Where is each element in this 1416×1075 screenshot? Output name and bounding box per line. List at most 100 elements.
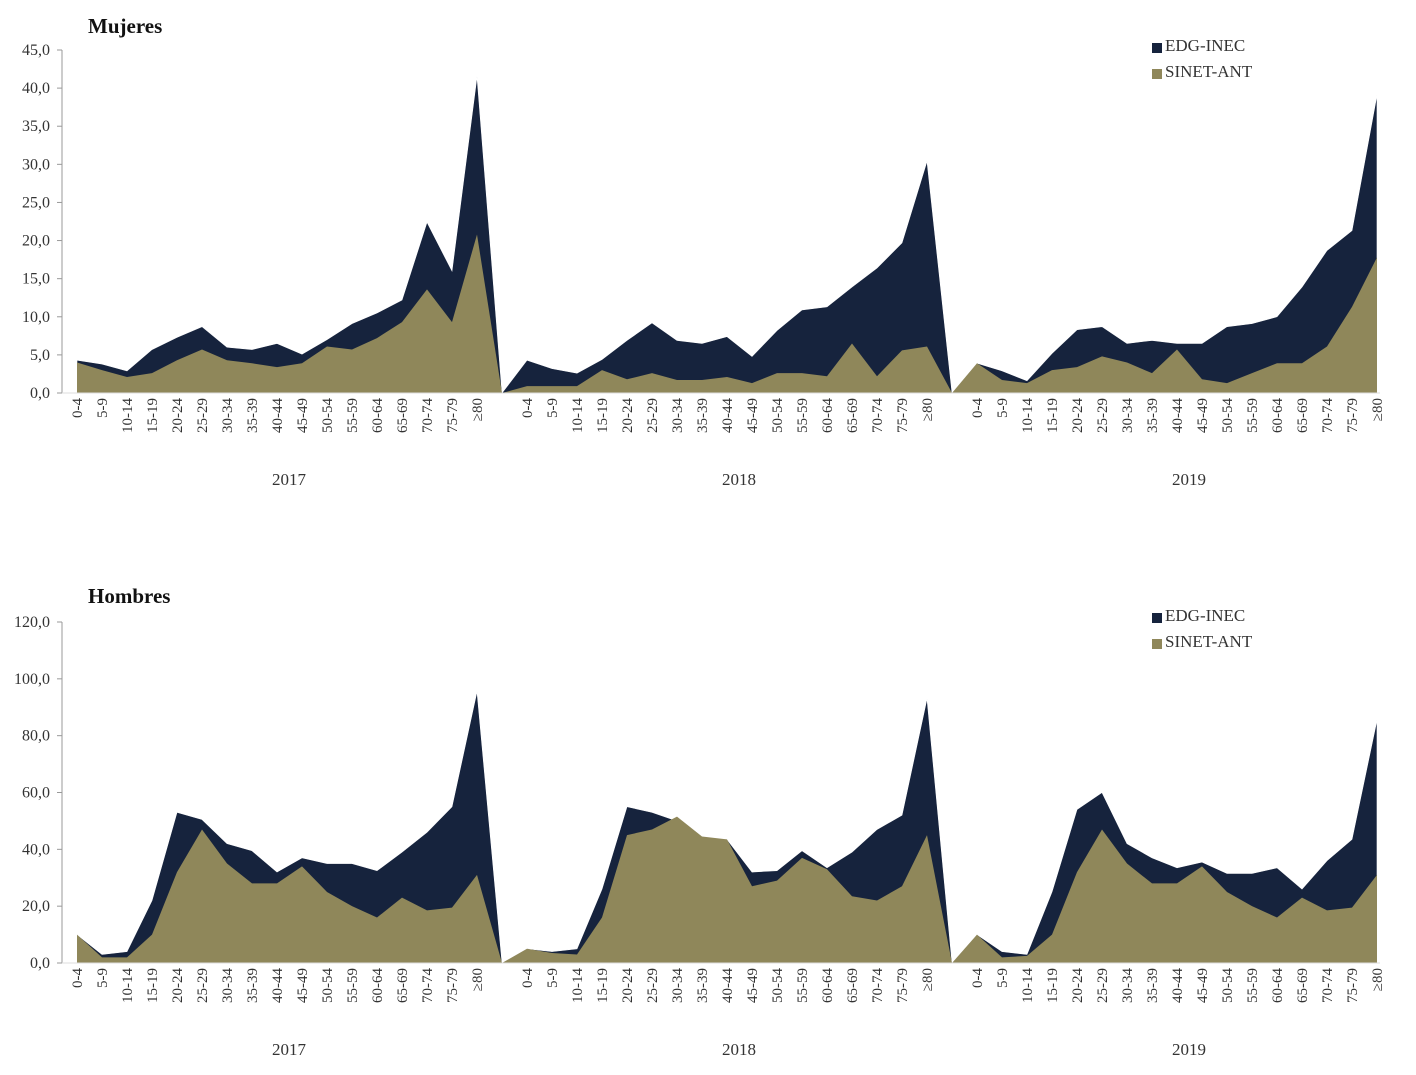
data-point-edg-inec (351, 862, 354, 865)
x-tick-label: 40-44 (270, 968, 286, 1003)
data-point-sinet-ant (1076, 871, 1079, 874)
data-point-edg-inec (1326, 859, 1329, 862)
x-tick-label: 30-34 (220, 398, 236, 433)
data-point-sinet-ant (1051, 369, 1054, 372)
y-tick-label: 20,0 (22, 233, 50, 250)
data-point-sinet-ant (601, 916, 604, 919)
data-point-sinet-ant (176, 359, 179, 362)
x-tick-label: 50-54 (1220, 398, 1236, 433)
group-label: 2019 (1172, 1040, 1206, 1059)
data-point-edg-inec (1276, 866, 1279, 869)
x-tick-label: 20-24 (170, 398, 186, 433)
data-point-sinet-ant (301, 865, 304, 868)
data-point-edg-inec (276, 342, 279, 345)
data-point-sinet-ant (301, 362, 304, 365)
data-point-edg-inec (1301, 888, 1304, 891)
data-point-sinet-ant (426, 288, 429, 291)
data-point-sinet-ant (1251, 905, 1254, 908)
y-tick-label: 120,0 (14, 614, 50, 631)
x-tick-label: 20-24 (1070, 968, 1086, 1003)
y-tick-label: 0,0 (30, 385, 50, 402)
y-tick-label: 40,0 (22, 841, 50, 858)
chart-title: Hombres (88, 584, 170, 608)
data-point-sinet-ant (926, 345, 929, 348)
data-point-sinet-ant (226, 862, 229, 865)
x-tick-label: 40-44 (1170, 398, 1186, 433)
data-point-edg-inec (301, 856, 304, 859)
data-point-sinet-ant (1226, 890, 1229, 893)
x-tick-label: ≥80 (1370, 398, 1386, 421)
data-point-sinet-ant (401, 896, 404, 899)
y-tick-label: 15,0 (22, 271, 50, 288)
data-point-edg-inec (1151, 339, 1154, 342)
data-point-edg-inec (451, 270, 454, 273)
data-point-sinet-ant (1326, 909, 1329, 912)
data-point-edg-inec (126, 369, 129, 372)
y-tick-label: 25,0 (22, 194, 50, 211)
data-point-edg-inec (651, 811, 654, 814)
data-point-edg-inec (1226, 872, 1229, 875)
data-point-edg-inec (926, 697, 929, 700)
x-tick-label: ≥80 (920, 398, 936, 421)
group-label: 2018 (722, 470, 756, 489)
x-tick-label: 0-4 (520, 398, 536, 418)
data-point-sinet-ant (851, 895, 854, 898)
y-tick-label: 5,0 (30, 347, 50, 364)
data-point-edg-inec (1051, 352, 1054, 355)
x-tick-label: 10-14 (1020, 398, 1036, 433)
data-point-edg-inec (426, 831, 429, 834)
data-point-edg-inec (1151, 856, 1154, 859)
x-tick-label: 5-9 (95, 968, 111, 988)
data-point-sinet-ant (526, 385, 529, 388)
x-tick-label: 25-29 (195, 968, 211, 1003)
data-point-sinet-ant (726, 375, 729, 378)
data-point-sinet-ant (351, 905, 354, 908)
data-point-sinet-ant (1376, 873, 1379, 876)
data-point-sinet-ant (426, 909, 429, 912)
x-tick-label: 30-34 (670, 968, 686, 1003)
data-point-sinet-ant (526, 947, 529, 950)
data-point-sinet-ant (126, 956, 129, 959)
x-tick-label: 50-54 (320, 398, 336, 433)
data-point-edg-inec (126, 950, 129, 953)
x-tick-label: 15-19 (145, 968, 161, 1003)
data-point-edg-inec (1176, 866, 1179, 869)
x-tick-label: 70-74 (870, 968, 886, 1003)
data-point-sinet-ant (851, 342, 854, 345)
x-tick-label: 55-59 (795, 398, 811, 433)
data-point-sinet-ant (626, 378, 629, 381)
data-point-sinet-ant (1076, 366, 1079, 369)
x-tick-label: 65-69 (395, 398, 411, 433)
data-point-edg-inec (1351, 838, 1354, 841)
legend-swatch (1152, 613, 1162, 623)
data-point-edg-inec (1376, 719, 1379, 722)
data-point-sinet-ant (1351, 906, 1354, 909)
data-point-edg-inec (226, 346, 229, 349)
legend-swatch (1152, 43, 1162, 53)
x-tick-label: 20-24 (170, 968, 186, 1003)
x-tick-label: 35-39 (695, 398, 711, 433)
data-point-edg-inec (276, 871, 279, 874)
x-tick-label: 75-79 (445, 398, 461, 433)
x-tick-label: 60-64 (370, 968, 386, 1003)
data-point-edg-inec (226, 842, 229, 845)
data-point-sinet-ant (276, 882, 279, 885)
data-point-edg-inec (701, 342, 704, 345)
data-point-edg-inec (1001, 950, 1004, 953)
x-tick-label: 55-59 (345, 398, 361, 433)
data-point-edg-inec (401, 299, 404, 302)
data-point-sinet-ant (451, 906, 454, 909)
x-tick-label: 20-24 (1070, 398, 1086, 433)
y-tick-label: 45,0 (22, 42, 50, 59)
x-tick-label: 75-79 (1345, 398, 1361, 433)
x-tick-label: 45-49 (745, 968, 761, 1003)
data-point-edg-inec (1101, 325, 1104, 328)
data-point-edg-inec (326, 338, 329, 341)
data-point-sinet-ant (801, 856, 804, 859)
data-point-sinet-ant (751, 382, 754, 385)
data-point-sinet-ant (1001, 379, 1004, 382)
data-point-sinet-ant (251, 882, 254, 885)
data-point-sinet-ant (826, 375, 829, 378)
data-point-sinet-ant (776, 372, 779, 375)
